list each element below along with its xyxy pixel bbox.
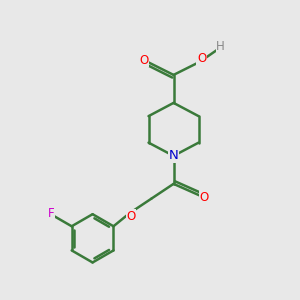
Text: N: N	[169, 149, 178, 162]
Text: F: F	[48, 207, 54, 220]
Text: O: O	[140, 54, 149, 67]
Text: O: O	[200, 190, 209, 204]
Text: H: H	[216, 40, 225, 53]
Text: O: O	[126, 210, 136, 223]
Text: O: O	[197, 52, 206, 65]
